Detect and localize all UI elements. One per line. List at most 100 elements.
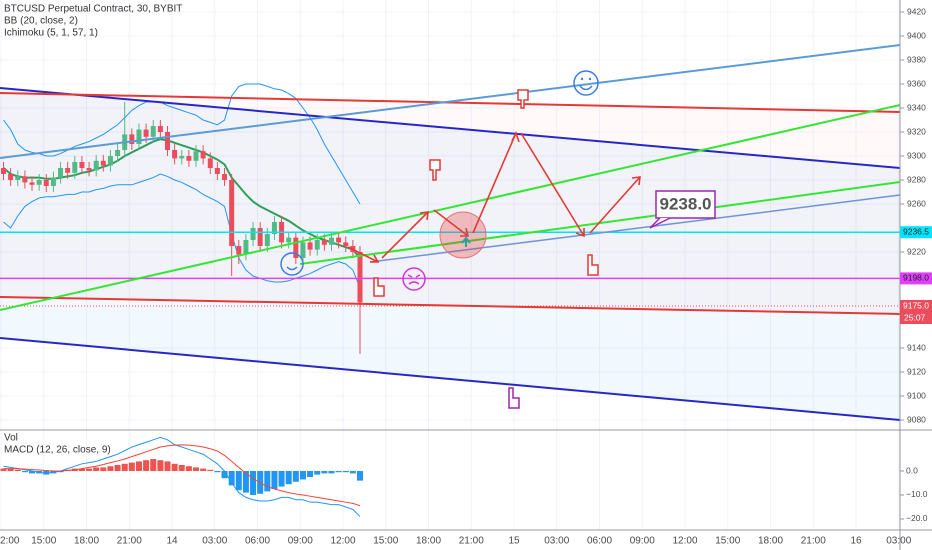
candle-body [150,126,156,137]
y-tick-label: 9100 [907,390,926,400]
macd-histogram-bar [128,462,135,472]
y-tick-label: 9380 [907,54,926,64]
channel-fill [0,93,900,314]
candle-body [100,160,106,166]
candle-body [72,162,78,173]
candle-body [8,174,14,180]
y-tick-label: 9140 [907,342,926,352]
candle-body [50,177,56,186]
arrow [433,209,470,237]
x-tick-label: 06:00 [587,536,612,547]
macd-histogram-bar [100,467,107,472]
candle-body [22,176,28,183]
macd-histogram-bar [93,467,100,472]
macd-y-tick-label: −20.0 [906,513,928,523]
macd-y-tick-label: −10.0 [906,489,928,499]
macd-histogram-bar [235,471,242,491]
x-tick-label: 15:00 [715,536,740,547]
pane-label: Vol [4,433,18,444]
smiley [280,252,304,276]
candle-body [172,150,178,159]
macd-histogram-bar [285,471,292,485]
candle-body [243,240,249,255]
macd-histogram-bar [107,466,114,472]
candle-body [93,160,99,171]
chart-title: BTCUSD Perpetual Contract, 30, BYBIT [4,4,182,15]
candle-body [79,162,85,168]
indicator-line [3,83,361,205]
y-tick-label: 9340 [907,102,926,112]
macd-histogram-bar [14,469,21,472]
indicator-label: BB (20, close, 2) [4,16,78,27]
macd-y-tick-label: 0.0 [906,465,918,475]
candle-body [207,158,213,168]
y-tick-label: 9280 [907,174,926,184]
y-tick-label: 9300 [907,150,926,160]
candle-body [314,240,320,250]
candle-body [343,242,349,246]
indicator-label: Ichimoku (5, 1, 57, 1) [4,28,98,39]
macd-histogram-bar [292,471,299,482]
candle-body [186,156,192,161]
x-tick-label: 15 [508,536,520,547]
x-tick-label: 2:00 [0,536,20,547]
y-tick-label: 9360 [907,78,926,88]
candle-body [129,134,135,144]
macd-line [3,436,361,517]
macd-histogram-bar [271,471,278,489]
arrow [472,130,520,234]
macd-histogram-bar [314,471,321,475]
drawings: 9238.0 [0,44,901,421]
hand [508,387,520,409]
macd-histogram-bar [7,468,14,472]
macd-histogram-bar [214,471,221,473]
candle-body [222,174,228,180]
macd-histogram-bar [349,471,356,474]
macd-histogram-bar [228,471,235,486]
trend-line [0,44,901,159]
callout-text: 9238.0 [660,194,712,213]
smiley [573,70,599,96]
candle-body [86,168,92,171]
candle-body [328,237,334,245]
hand [517,89,529,109]
y-tick-label: 9080 [907,414,926,424]
x-tick-label: 16 [850,536,862,547]
face [402,267,426,291]
hand [373,277,385,297]
candle-body [200,151,206,159]
arrow [520,132,585,238]
macd-histogram-bar [185,466,192,472]
macd-histogram-bar [0,468,7,472]
price-label-box [900,300,932,312]
macd-histogram-bar [221,471,228,479]
x-tick-label: 18:00 [416,536,441,547]
x-tick-label: 12:00 [330,536,355,547]
candle-body [36,180,42,185]
candle-body [1,168,6,174]
arrow [589,176,641,234]
plot [0,83,900,517]
candle-body [107,156,113,166]
candle-body [357,252,363,303]
hand [587,254,599,276]
y-tick-label: 9120 [907,366,926,376]
candle-body [321,240,327,245]
macd-histogram-bar [307,471,314,478]
macd-histogram-bar [200,468,207,472]
x-tick-label: 15:00 [373,536,398,547]
trend-line [0,104,901,311]
x-tick-label: 12:00 [672,536,697,547]
x-tick-label: 18:00 [758,536,783,547]
x-tick-label: 03:00 [886,536,911,547]
candle-body [143,129,149,137]
grid [0,0,900,530]
macd-histogram-bar [21,471,28,473]
face-features [407,274,421,285]
macd-histogram-bar [342,471,349,473]
trend-line [369,194,901,263]
candle-body [136,129,142,144]
hand [429,159,441,181]
candle-body [286,237,292,243]
macd-histogram-bar [178,465,185,472]
